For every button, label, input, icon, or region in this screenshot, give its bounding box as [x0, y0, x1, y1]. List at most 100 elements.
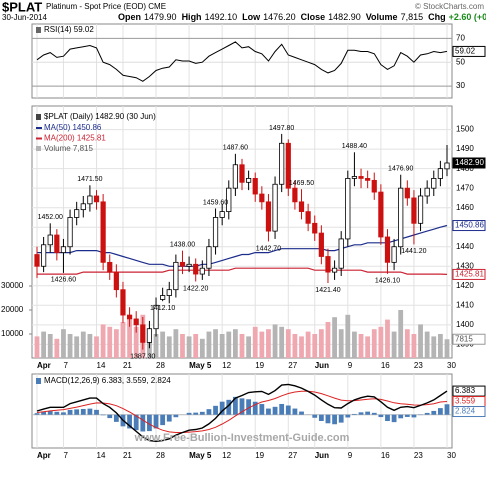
volume-bar [371, 329, 377, 358]
candle-body [252, 178, 258, 195]
last-value-label: 1482.90 [455, 158, 484, 167]
price-annotation: 1412.10 [150, 305, 175, 312]
quote-label: Low [242, 12, 261, 22]
histogram-bar [80, 408, 86, 415]
x-tick-label: 30 [447, 361, 456, 370]
last-value-box [452, 333, 486, 345]
histogram-bar [186, 412, 192, 415]
histogram-bar [100, 414, 106, 416]
price-annotation: 1488.40 [342, 143, 367, 150]
candle-body [424, 187, 430, 197]
histogram-bar [437, 408, 443, 415]
volume-bar [358, 334, 364, 358]
candle-body [153, 304, 159, 330]
histogram-bar [34, 413, 40, 415]
histogram-bar [338, 414, 344, 423]
candle-body [417, 195, 424, 224]
histogram-bar [404, 414, 410, 417]
price-legend: $PLAT (Daily) 1482.90 (30 Jun) [44, 112, 156, 121]
histogram-bar [160, 414, 166, 426]
candle-body [126, 314, 133, 320]
credit: © StockCharts.com [415, 2, 484, 11]
histogram-bar [444, 404, 450, 415]
volume-bar [385, 319, 390, 358]
overlay-legend: MA(200) 1425.81 [44, 134, 106, 143]
legend-icon [36, 378, 41, 384]
candle-body [331, 267, 338, 273]
rsi-tick-label: 70 [456, 33, 465, 42]
histogram-bar [232, 396, 238, 415]
price-annotation: 1442.70 [256, 245, 281, 252]
volume-bar [431, 336, 437, 358]
volume-bar [292, 334, 298, 358]
x-tick-label: Jun [315, 451, 329, 460]
price-tick-label: 1460 [456, 203, 474, 212]
x-tick-label: 9 [348, 451, 353, 460]
histogram-bar [259, 404, 265, 415]
candle-body [285, 142, 291, 189]
histogram-bar [219, 401, 225, 415]
quote-line: Open 1479.90 High 1492.10 Low 1476.20 Close 148… [118, 12, 486, 22]
x-tick-label: 27 [288, 361, 297, 370]
candle-body [358, 176, 364, 179]
histogram-bar [424, 412, 430, 415]
histogram-bar [266, 408, 271, 415]
price-annotation: 1421.40 [315, 287, 340, 294]
volume-tick-label: 30000 [1, 281, 24, 290]
histogram-bar [140, 414, 146, 432]
watermark: www.Free-Bullion-Investment-Guide.com [134, 432, 350, 444]
price-annotation: 1426.60 [51, 277, 76, 284]
quote-value: 7,815 [401, 12, 424, 22]
price-annotation: 1469.50 [289, 180, 314, 187]
instrument-name: Platinum - Spot Price (EOD) CME [46, 2, 166, 11]
x-tick-label: 28 [156, 361, 165, 370]
histogram-bar [318, 414, 324, 421]
candle-body [411, 197, 417, 224]
candle-body [351, 176, 358, 179]
volume-bar [74, 336, 80, 358]
histogram-bar [292, 408, 298, 415]
price-annotation: 1471.50 [77, 176, 102, 183]
histogram-bar [325, 414, 331, 424]
candle-body [166, 289, 172, 296]
price-tick-label: 1500 [456, 125, 474, 134]
volume-bar [411, 334, 417, 358]
histogram-bar [199, 411, 205, 415]
volume-bar [325, 322, 331, 358]
candle-body [93, 195, 100, 203]
volume-bar [113, 329, 119, 358]
rsi-tick-label: 50 [456, 57, 465, 66]
histogram-bar [67, 409, 73, 415]
price-tick-label: 1410 [456, 300, 474, 309]
candle-body [312, 222, 318, 234]
symbol: $PLAT [2, 0, 42, 14]
x-tick-label: 14 [97, 361, 106, 370]
histogram-bar [246, 399, 252, 415]
volume-bar [127, 319, 132, 358]
panel-frame [31, 23, 453, 99]
volume-bar [199, 338, 205, 358]
histogram-bar [61, 412, 66, 415]
candle-body [113, 271, 119, 291]
rsi-legend: RSI(14) 59.02 [44, 25, 94, 34]
x-tick-label: 30 [447, 451, 456, 460]
volume-bar [398, 310, 404, 358]
histogram-bar [252, 401, 258, 415]
volume-bar [47, 334, 53, 358]
volume-bar [338, 329, 344, 358]
candle-body [437, 168, 443, 179]
candle-body [371, 179, 377, 193]
volume-bar [61, 329, 66, 358]
x-tick-label: 19 [255, 451, 264, 460]
panel-frame [31, 373, 453, 449]
volume-bar [173, 329, 179, 358]
volume-bar [107, 326, 113, 358]
candle-body [120, 289, 126, 316]
volume-bar [378, 326, 384, 358]
histogram-bar [213, 405, 218, 415]
volume-bar [345, 314, 351, 358]
histogram-bar [107, 414, 113, 419]
last-value-label: 1425.81 [455, 270, 484, 279]
